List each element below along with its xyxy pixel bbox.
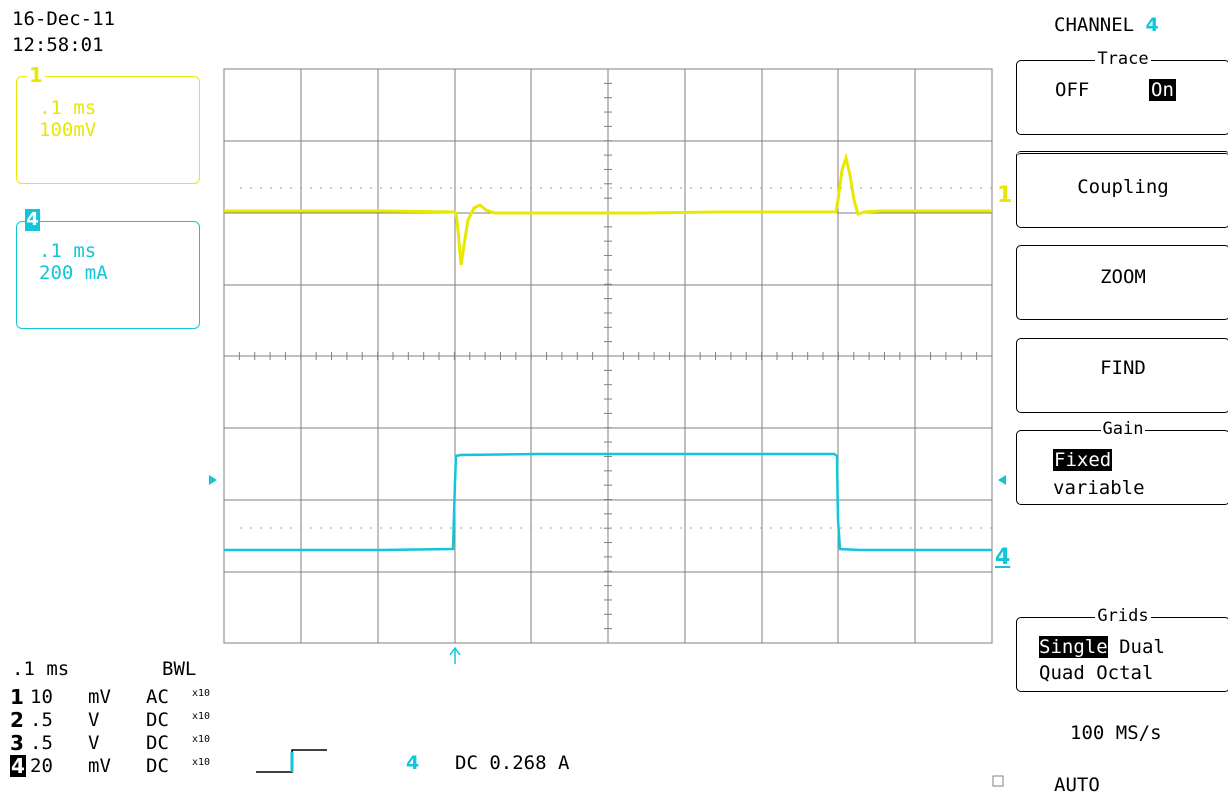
bwl-indicator: BWL — [162, 658, 196, 680]
channel-status-number: 4 — [10, 755, 26, 777]
channel-status-coupling: DC — [146, 732, 169, 754]
trigger-channel: 4 — [406, 752, 419, 774]
channel-status-volts: 10 — [30, 686, 53, 708]
zoom-label: ZOOM — [1017, 266, 1228, 288]
channel-status-row: 1 10 mV AC x10 — [10, 686, 220, 708]
trace-menu-title: Trace — [1095, 49, 1150, 69]
grids-single-option[interactable]: Single — [1039, 636, 1108, 658]
trigger-mode: AUTO — [1054, 774, 1100, 796]
channel-status-row: 2 .5 V DC x10 — [10, 709, 220, 731]
gain-menu-title: Gain — [1101, 419, 1146, 439]
channel-status-number: 1 — [10, 686, 24, 708]
channel-status-row: 3 .5 V DC x10 — [10, 732, 220, 754]
channel-status-unit: V — [88, 732, 99, 754]
ch4-offset-marker-left — [209, 475, 217, 485]
channel-status-probe: x10 — [192, 712, 204, 721]
channel-status-probe: x10 — [192, 689, 204, 698]
coupling-label: Coupling — [1017, 176, 1228, 198]
ch4-offset-marker-right — [998, 475, 1006, 485]
sample-rate: 100 MS/s — [1070, 722, 1162, 744]
gain-variable-option[interactable]: variable — [1053, 477, 1145, 499]
trace-4-right-marker: 4 — [995, 545, 1010, 570]
channel-status-unit: V — [88, 709, 99, 731]
channel-status-unit: mV — [88, 686, 111, 708]
channel-status-volts: .5 — [30, 732, 53, 754]
trace-off-option[interactable]: OFF — [1055, 79, 1089, 101]
channel-status-unit: mV — [88, 755, 111, 777]
trigger-readout: DC 0.268 A — [455, 752, 569, 774]
channel-status-coupling: DC — [146, 755, 169, 777]
channel-status-volts: .5 — [30, 709, 53, 731]
channel-status-row: 4 20 mV DC x10 — [10, 755, 220, 777]
find-button[interactable]: FIND — [1016, 338, 1228, 413]
grids-menu-title: Grids — [1095, 606, 1150, 626]
zoom-button[interactable]: ZOOM — [1016, 245, 1228, 320]
coupling-button[interactable]: Coupling — [1016, 151, 1228, 228]
channel-status-number: 2 — [10, 709, 24, 731]
grids-dual-option[interactable]: Dual — [1119, 636, 1165, 658]
trace-menu[interactable]: Trace OFF On — [1016, 60, 1228, 135]
find-label: FIND — [1017, 357, 1228, 379]
status-timebase: .1 ms — [12, 658, 69, 680]
trace-1-right-marker: 1 — [997, 183, 1012, 208]
trace-on-option[interactable]: On — [1149, 79, 1176, 101]
gain-fixed-option[interactable]: Fixed — [1053, 449, 1112, 471]
auto-checkbox — [993, 776, 1003, 786]
channel-status-probe: x10 — [192, 735, 204, 744]
grids-octal-option[interactable]: Octal — [1096, 662, 1153, 684]
channel-status-number: 3 — [10, 732, 24, 754]
grids-menu[interactable]: Grids Single Dual Quad Octal — [1016, 617, 1228, 692]
channel-status-coupling: AC — [146, 686, 169, 708]
channel-status-probe: x10 — [192, 758, 204, 767]
gain-menu[interactable]: Gain Fixed variable — [1016, 430, 1228, 505]
grids-quad-option[interactable]: Quad — [1039, 662, 1085, 684]
channel-status-volts: 20 — [30, 755, 53, 777]
channel-status-coupling: DC — [146, 709, 169, 731]
